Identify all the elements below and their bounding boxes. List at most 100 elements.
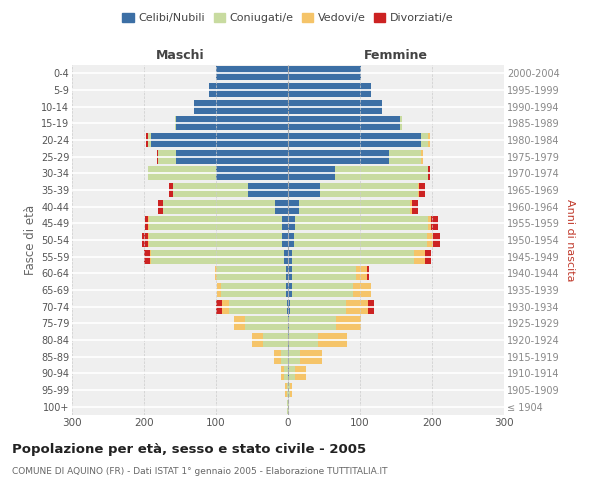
- Bar: [176, 116, 288, 130]
- Bar: [148, 216, 149, 230]
- Bar: [299, 200, 410, 214]
- Bar: [288, 250, 292, 264]
- Bar: [288, 400, 289, 414]
- Bar: [367, 266, 370, 280]
- Bar: [151, 250, 284, 264]
- Bar: [176, 150, 288, 164]
- Bar: [294, 233, 427, 247]
- Bar: [245, 316, 288, 330]
- Bar: [419, 183, 425, 197]
- Bar: [149, 233, 282, 247]
- Bar: [288, 266, 292, 280]
- Bar: [215, 266, 217, 280]
- Bar: [295, 216, 428, 230]
- Bar: [286, 266, 288, 280]
- Bar: [281, 350, 288, 364]
- Bar: [287, 383, 288, 397]
- Bar: [389, 150, 421, 164]
- Bar: [221, 283, 286, 297]
- Bar: [234, 316, 245, 330]
- Bar: [217, 266, 286, 280]
- Bar: [400, 116, 402, 130]
- Bar: [433, 233, 440, 247]
- Bar: [428, 216, 431, 230]
- Bar: [288, 366, 289, 380]
- Bar: [216, 300, 222, 314]
- Bar: [285, 383, 287, 397]
- Bar: [427, 233, 433, 247]
- Bar: [287, 300, 288, 314]
- Bar: [286, 283, 288, 297]
- Bar: [142, 233, 148, 247]
- Bar: [289, 333, 318, 347]
- Bar: [414, 250, 425, 264]
- Bar: [288, 300, 290, 314]
- Bar: [288, 316, 289, 330]
- Bar: [292, 250, 414, 264]
- Bar: [288, 133, 421, 147]
- Bar: [288, 333, 289, 347]
- Bar: [421, 150, 422, 164]
- Bar: [148, 233, 149, 247]
- Bar: [300, 350, 322, 364]
- Bar: [282, 233, 288, 247]
- Bar: [288, 283, 292, 297]
- Bar: [368, 300, 374, 314]
- Bar: [248, 183, 288, 197]
- Bar: [282, 216, 288, 230]
- Bar: [222, 300, 229, 314]
- Bar: [252, 333, 263, 347]
- Bar: [146, 133, 148, 147]
- Bar: [148, 133, 151, 147]
- Bar: [158, 150, 176, 164]
- Bar: [284, 250, 288, 264]
- Bar: [421, 133, 428, 147]
- Bar: [353, 283, 371, 297]
- Bar: [194, 100, 288, 114]
- Bar: [288, 200, 299, 214]
- Bar: [288, 216, 295, 230]
- Legend: Celibi/Nubili, Coniugati/e, Vedovi/e, Divorziati/e: Celibi/Nubili, Coniugati/e, Vedovi/e, Di…: [118, 8, 458, 28]
- Bar: [288, 150, 389, 164]
- Bar: [288, 233, 294, 247]
- Bar: [289, 366, 295, 380]
- Bar: [288, 166, 335, 180]
- Bar: [145, 216, 148, 230]
- Text: Maschi: Maschi: [155, 48, 205, 62]
- Y-axis label: Fasce di età: Fasce di età: [23, 205, 37, 275]
- Bar: [216, 166, 288, 180]
- Bar: [425, 250, 431, 264]
- Y-axis label: Anni di nascita: Anni di nascita: [565, 198, 575, 281]
- Bar: [284, 366, 288, 380]
- Bar: [150, 250, 151, 264]
- Bar: [346, 300, 368, 314]
- Bar: [356, 266, 367, 280]
- Bar: [412, 200, 418, 214]
- Bar: [148, 166, 216, 180]
- Bar: [288, 350, 289, 364]
- Bar: [292, 283, 353, 297]
- Bar: [295, 366, 306, 380]
- Bar: [288, 183, 320, 197]
- Bar: [289, 316, 336, 330]
- Bar: [163, 200, 275, 214]
- Bar: [169, 183, 173, 197]
- Bar: [290, 300, 346, 314]
- Text: Popolazione per età, sesso e stato civile - 2005: Popolazione per età, sesso e stato civil…: [12, 442, 366, 456]
- Bar: [418, 183, 419, 197]
- Bar: [431, 216, 438, 230]
- Bar: [336, 316, 361, 330]
- Bar: [263, 333, 288, 347]
- Bar: [149, 216, 282, 230]
- Bar: [320, 183, 418, 197]
- Bar: [281, 366, 284, 380]
- Bar: [292, 266, 356, 280]
- Bar: [288, 100, 382, 114]
- Bar: [216, 66, 288, 80]
- Bar: [151, 133, 288, 147]
- Bar: [158, 200, 163, 214]
- Bar: [290, 383, 292, 397]
- Bar: [173, 183, 248, 197]
- Bar: [217, 283, 221, 297]
- Text: COMUNE DI AQUINO (FR) - Dati ISTAT 1° gennaio 2005 - Elaborazione TUTTITALIA.IT: COMUNE DI AQUINO (FR) - Dati ISTAT 1° ge…: [12, 468, 388, 476]
